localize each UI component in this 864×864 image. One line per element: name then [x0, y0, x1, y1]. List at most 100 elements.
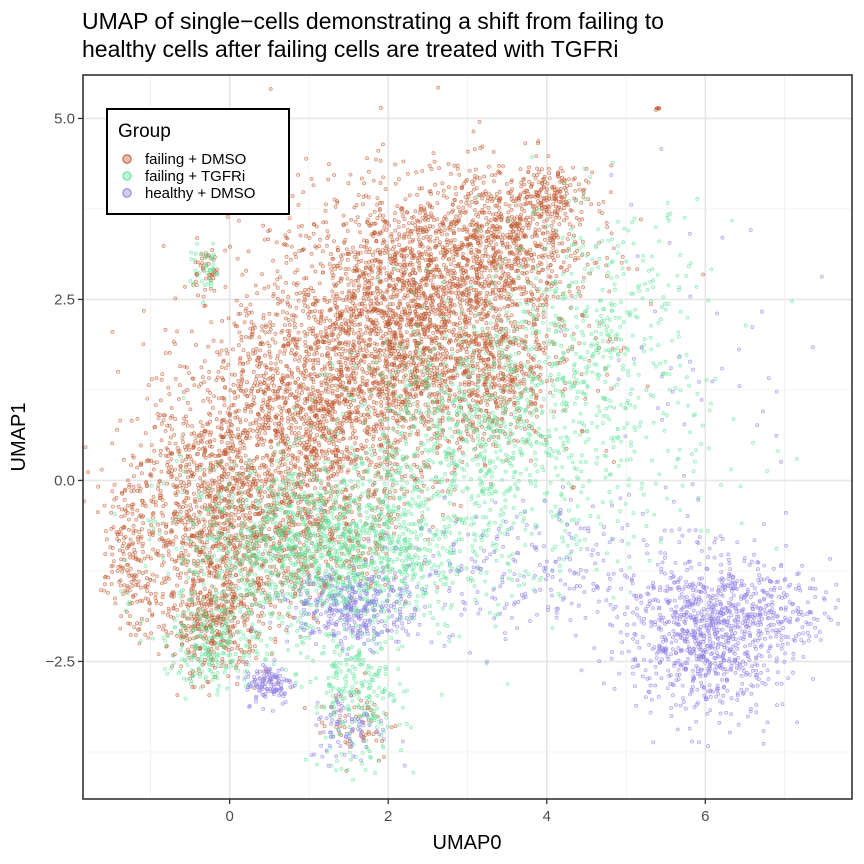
data-point: [535, 233, 540, 238]
data-point: [371, 263, 376, 268]
data-point: [463, 280, 468, 285]
data-point: [245, 393, 250, 398]
data-point: [303, 360, 308, 365]
data-point: [371, 425, 376, 429]
data-point: [189, 329, 194, 334]
data-point: [267, 330, 272, 335]
data-point: [156, 483, 161, 488]
data-point: [362, 355, 367, 360]
data-point: [517, 226, 522, 231]
data-point: [267, 352, 272, 357]
data-point: [351, 342, 356, 347]
data-point: [388, 327, 393, 332]
data-point: [338, 360, 343, 364]
data-point: [312, 352, 317, 357]
data-point: [417, 282, 422, 287]
data-point: [413, 222, 418, 227]
data-point: [459, 185, 464, 190]
data-point: [359, 332, 364, 337]
data-point: [164, 530, 169, 535]
data-point: [374, 379, 379, 384]
data-point: [458, 303, 463, 308]
data-point: [417, 255, 422, 260]
data-point: [280, 395, 284, 400]
data-point: [420, 474, 425, 479]
data-point: [619, 260, 624, 265]
data-point: [310, 377, 315, 381]
data-point: [428, 321, 433, 326]
data-point: [400, 342, 405, 347]
data-point: [543, 345, 548, 350]
data-point: [295, 403, 300, 408]
data-point: [379, 403, 384, 408]
data-point: [604, 448, 609, 453]
data-point: [255, 478, 260, 483]
data-point: [178, 473, 182, 478]
data-point: [509, 313, 514, 318]
data-point: [118, 418, 123, 423]
data-point: [460, 298, 465, 303]
data-point: [452, 197, 457, 202]
data-point: [443, 379, 448, 384]
data-point: [544, 302, 549, 307]
data-point: [310, 264, 315, 269]
data-point: [433, 244, 438, 249]
data-point: [163, 351, 168, 356]
data-point: [383, 324, 388, 329]
data-point: [446, 226, 451, 231]
data-point: [491, 196, 496, 201]
data-point: [554, 249, 559, 254]
data-point: [415, 403, 420, 408]
data-point: [195, 236, 200, 240]
data-point: [275, 429, 280, 433]
data-point: [264, 365, 269, 370]
data-point: [243, 309, 248, 313]
data-point: [304, 386, 309, 391]
data-point: [333, 410, 337, 415]
data-point: [446, 296, 451, 300]
data-point: [405, 340, 410, 345]
data-point: [565, 267, 570, 272]
data-point: [230, 347, 235, 352]
data-point: [272, 421, 277, 426]
data-point: [392, 398, 397, 403]
data-point: [547, 193, 552, 198]
data-point: [368, 302, 373, 306]
data-point: [605, 372, 610, 377]
data-point: [371, 320, 375, 324]
data-point: [478, 224, 482, 229]
data-point: [236, 408, 241, 413]
data-point: [451, 208, 455, 213]
data-point: [455, 349, 460, 354]
data-point: [381, 334, 386, 339]
data-point: [210, 405, 215, 410]
data-point: [352, 429, 357, 434]
data-point: [387, 403, 392, 408]
data-point: [294, 344, 299, 349]
data-point: [376, 311, 381, 316]
data-point: [366, 272, 371, 277]
data-point: [480, 424, 484, 429]
data-point: [559, 265, 564, 270]
data-point: [405, 489, 410, 494]
data-point: [460, 251, 465, 256]
data-point: [271, 291, 276, 296]
data-point: [343, 321, 348, 326]
data-point: [375, 196, 380, 201]
data-point: [357, 394, 362, 399]
data-point: [163, 327, 168, 332]
data-point: [349, 217, 354, 222]
data-point: [218, 410, 223, 415]
data-point: [377, 326, 381, 331]
data-point: [407, 240, 412, 245]
data-point: [451, 309, 456, 314]
data-point: [433, 480, 438, 485]
data-point: [416, 432, 421, 437]
data-point: [287, 229, 292, 234]
data-point: [312, 295, 317, 300]
data-point: [387, 283, 392, 287]
data-point: [390, 482, 395, 487]
data-point: [440, 489, 445, 494]
data-point: [379, 426, 383, 431]
data-point: [326, 377, 331, 381]
